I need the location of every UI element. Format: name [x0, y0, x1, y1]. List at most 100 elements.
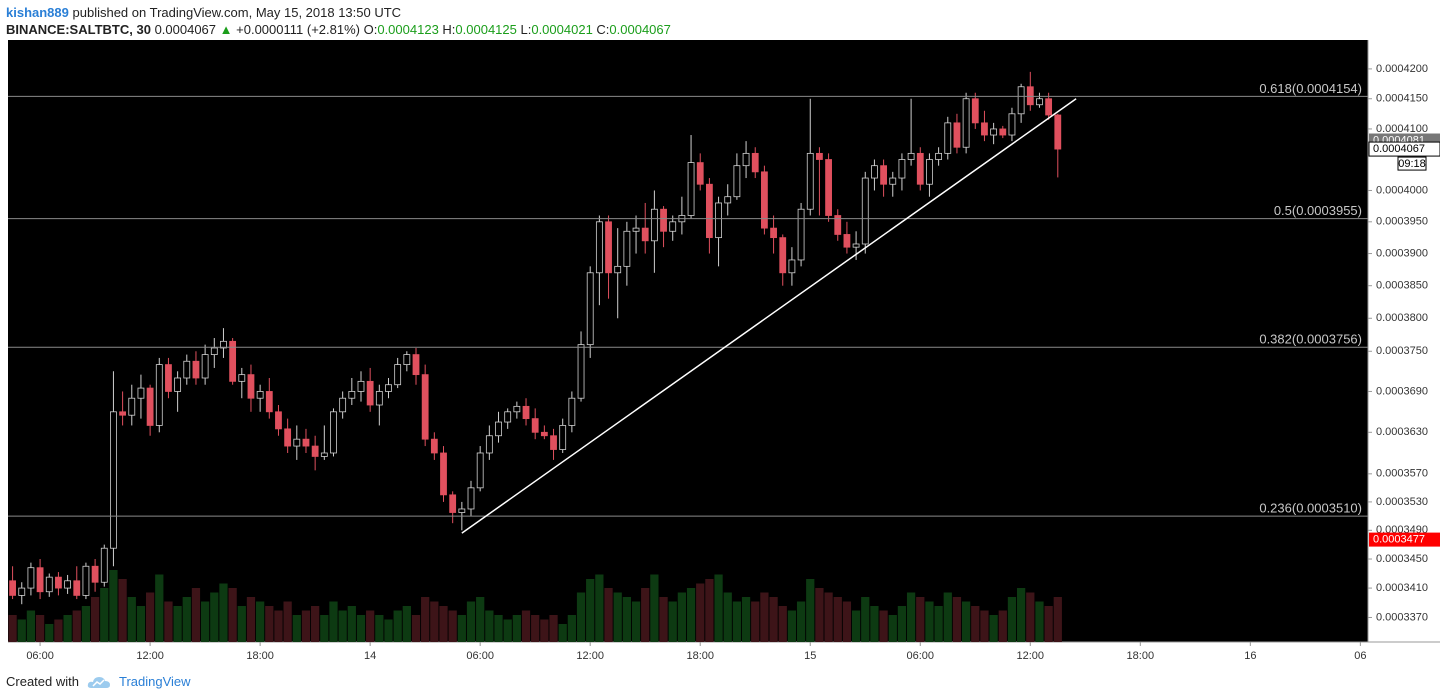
brand[interactable]: TradingView [118, 674, 191, 689]
volume-bar [164, 601, 173, 642]
volume-bar [512, 615, 521, 642]
candle-body [816, 152, 823, 160]
candle-body [430, 438, 438, 454]
ohlc-l: 0.0004021 [531, 22, 593, 37]
y-tick-label: 0.0003630 [1376, 426, 1428, 438]
volume-bar [897, 606, 907, 642]
candle-body [705, 183, 713, 239]
candle-body [165, 364, 172, 392]
x-tick-label: 12:00 [136, 650, 164, 662]
y-tick-label: 0.0003410 [1376, 582, 1428, 594]
candle-body [119, 411, 127, 416]
candle-body [632, 227, 640, 232]
volume-bar [54, 619, 63, 642]
volume-bar [668, 601, 677, 642]
volume-bar [567, 615, 576, 642]
author[interactable]: kishan889 [6, 5, 69, 20]
candle-body [1008, 113, 1016, 136]
volume-bar [136, 606, 146, 642]
candle-body [311, 445, 319, 457]
candle-body [357, 380, 365, 392]
published: published on TradingView.com, May 15, 20… [72, 5, 402, 20]
volume-bar [952, 597, 962, 642]
volume-bar [521, 610, 531, 642]
volume-bar [485, 610, 494, 642]
volume-bar [686, 588, 696, 642]
volume-bar [622, 597, 632, 642]
volume-bar [127, 597, 136, 642]
candle-body [467, 487, 475, 510]
volume-bar [806, 579, 815, 642]
candle-body [440, 452, 447, 496]
volume-bar [925, 601, 934, 642]
candle-body [623, 230, 631, 267]
candle-body [962, 98, 970, 148]
volume-bar [173, 606, 182, 642]
volume-bar [366, 610, 375, 642]
x-tick-label: 15 [804, 650, 816, 662]
x-tick-label: 18:00 [246, 650, 274, 662]
volume-bar [393, 610, 402, 642]
candle-body [761, 171, 768, 229]
volume-bar [576, 592, 586, 642]
candle-body [146, 387, 154, 426]
candle-body [55, 576, 62, 589]
volume-bar [906, 592, 916, 642]
candle-body [770, 227, 777, 239]
y-tick-label: 0.0003950 [1376, 216, 1428, 228]
volume-bar [45, 624, 54, 642]
volume-bar [595, 574, 604, 642]
volume-bar [256, 601, 265, 642]
candle-body [201, 354, 209, 379]
volume-bar [118, 579, 127, 642]
volume-bar [659, 597, 668, 642]
volume-bar [980, 610, 989, 642]
candle-body [935, 152, 943, 160]
candle-body [531, 418, 539, 433]
y-tick-label: 0.0003530 [1376, 496, 1428, 508]
volume-bar [375, 615, 384, 642]
candle-body [485, 435, 493, 454]
volume-bar [63, 615, 72, 642]
candle-body [806, 152, 814, 210]
candle-body [861, 177, 869, 245]
ohlc-l-key: L: [520, 22, 532, 37]
ohlc-c: 0.0004067 [609, 22, 671, 37]
volume-bar [1007, 597, 1017, 642]
volume-bar [741, 597, 751, 642]
volume-bar [182, 597, 191, 642]
volume-bar [411, 615, 421, 642]
volume-bar [26, 610, 36, 642]
fib-label: 0.382(0.0003756) [1259, 332, 1362, 347]
volume-bar [430, 601, 439, 642]
candle-body [559, 425, 567, 450]
y-tick-label: 0.0004000 [1376, 184, 1428, 196]
candle-body [742, 152, 750, 167]
volume-bar [311, 606, 320, 642]
change: +0.0000111 (+2.81%) [236, 22, 360, 37]
candle-body [1045, 98, 1053, 116]
y-tick-label: 0.0003850 [1376, 280, 1428, 292]
volume-bar [494, 615, 503, 642]
x-tick-label: 06 [1354, 650, 1366, 662]
candle-body [944, 122, 952, 154]
y-tick-label: 0.0003800 [1376, 312, 1428, 324]
y-tick-label: 0.0003370 [1376, 611, 1428, 623]
volume-bar [329, 601, 338, 642]
x-tick-label: 16 [1244, 650, 1256, 662]
volume-bar [971, 606, 980, 642]
candle-body [91, 565, 99, 583]
candle-body [229, 340, 237, 382]
volume-bar [824, 592, 833, 642]
candle-body [375, 391, 383, 406]
footer: Created with TradingView [6, 674, 191, 689]
volume-bar [549, 615, 558, 642]
volume-bar [989, 615, 998, 642]
volume-bar [8, 615, 17, 642]
candle-body [568, 397, 576, 426]
candle-body [256, 391, 264, 399]
candle-body [302, 438, 310, 447]
candle-body [183, 360, 191, 379]
candle-body [696, 162, 704, 185]
